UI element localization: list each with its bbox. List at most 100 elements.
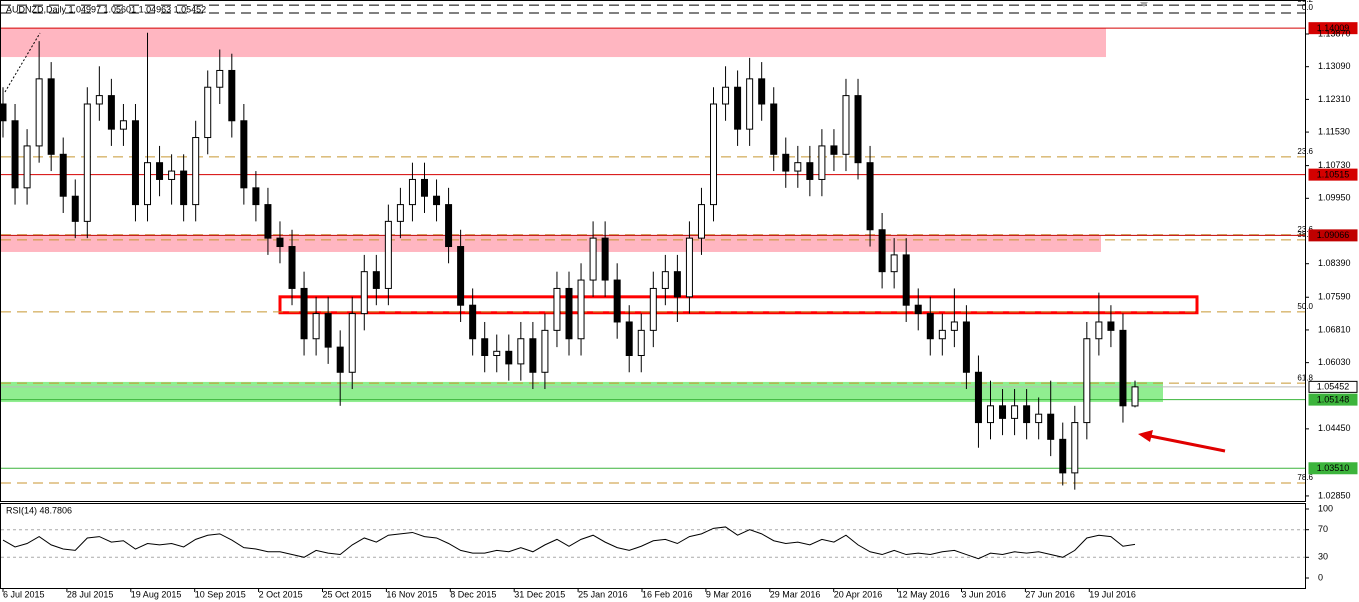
candle-body	[517, 338, 525, 365]
y-tick-label: 1.06810	[1318, 324, 1351, 334]
shift-marker	[1140, 2, 1148, 7]
candle-body	[746, 78, 754, 130]
fib-label: 0.0	[1302, 3, 1314, 12]
candle-body	[565, 287, 573, 340]
x-tick-label: 20 Apr 2016	[834, 589, 883, 599]
candle-body	[445, 204, 453, 248]
candle-body	[11, 120, 19, 189]
rsi-tick-label: 30	[1318, 552, 1328, 562]
candle-body	[192, 137, 200, 206]
candle-body	[842, 95, 850, 155]
fib-label: 23.6	[1297, 147, 1313, 156]
candle-body	[35, 78, 43, 147]
candle-body	[553, 287, 561, 331]
price-box	[1308, 22, 1358, 35]
candle-body	[59, 153, 67, 197]
candle-body	[156, 162, 164, 180]
candle-body	[204, 86, 212, 139]
candle-body	[216, 69, 224, 88]
candle-body	[625, 321, 633, 357]
candle-body	[637, 329, 645, 357]
candle-body	[1059, 438, 1067, 474]
arrow-shaft	[1149, 434, 1226, 453]
zone	[1, 28, 1106, 58]
y-tick-label: 1.13870	[1318, 28, 1351, 38]
candle-body	[240, 120, 248, 189]
x-tick-label: 8 Dec 2015	[450, 589, 496, 599]
x-tick-label: 3 Jun 2016	[962, 589, 1007, 599]
candle-body	[806, 162, 814, 180]
x-tick-label: 25 Jan 2016	[578, 589, 628, 599]
candle-body	[505, 350, 513, 365]
candle-body	[457, 246, 465, 306]
candle-body	[601, 237, 609, 281]
candle-body	[384, 220, 392, 289]
candle-body	[1011, 405, 1019, 419]
candle-body	[999, 405, 1007, 419]
candle-body	[974, 371, 982, 424]
candle-body	[1095, 321, 1103, 340]
price-box-label: 1.03510	[1317, 463, 1350, 473]
candle-body	[890, 254, 898, 273]
price-box	[1308, 168, 1358, 181]
candle-body	[661, 271, 669, 289]
candle-body	[685, 237, 693, 298]
candle-body	[0, 103, 7, 122]
candle-body	[83, 103, 91, 222]
x-tick-label: 19 Jul 2016	[1089, 589, 1136, 599]
candle-body	[1131, 386, 1139, 407]
y-tick-label: 1.08390	[1318, 258, 1351, 268]
candle-body	[986, 405, 994, 424]
candle-body	[276, 237, 284, 248]
candle-body	[300, 287, 308, 340]
candle-body	[673, 271, 681, 298]
candle-body	[794, 162, 802, 172]
candle-body	[168, 170, 176, 180]
candle-body	[866, 162, 874, 231]
zone	[278, 295, 1199, 315]
candle-body	[962, 321, 970, 373]
candle-body	[830, 145, 838, 155]
candle-body	[408, 178, 416, 206]
rsi-tick-label: 0	[1318, 572, 1323, 582]
candle-body	[23, 145, 31, 189]
x-tick-label: 10 Sep 2015	[195, 589, 246, 599]
x-tick-label: 27 Jun 2016	[1025, 589, 1075, 599]
candle-body	[722, 86, 730, 105]
rsi-tick-label: 100	[1318, 503, 1333, 513]
candle-body	[252, 187, 260, 206]
candle-body	[481, 338, 489, 357]
candle-body	[336, 346, 344, 373]
candle-body	[950, 321, 958, 331]
y-tick-label: 1.12310	[1318, 94, 1351, 104]
candle-body	[758, 78, 766, 105]
y-tick-label: 1.11530	[1318, 126, 1350, 136]
candle-body	[770, 103, 778, 155]
candle-body	[1035, 413, 1043, 424]
candle-body	[1083, 338, 1091, 424]
candle-body	[396, 204, 404, 222]
y-tick-label: 1.13090	[1318, 61, 1351, 71]
y-tick-label: 1.09950	[1318, 193, 1351, 203]
candle-body	[1047, 413, 1055, 440]
candle-body	[878, 229, 886, 273]
price-box-label: 1.14009	[1317, 23, 1350, 33]
zone	[1, 236, 1101, 252]
candle-body	[324, 313, 332, 348]
price-box	[1308, 380, 1358, 393]
candle-body	[541, 329, 549, 373]
fib-label: 38.2	[1297, 0, 1313, 4]
x-tick-label: 25 Oct 2015	[323, 589, 372, 599]
price-box-label: 1.05452	[1317, 382, 1350, 392]
candle-body	[529, 338, 537, 373]
candle-body	[264, 204, 272, 239]
main-frame	[0, 0, 1306, 502]
y-tick-label: 1.06030	[1318, 357, 1351, 367]
fib-label: 50.0	[1297, 302, 1313, 311]
candle-body	[433, 195, 441, 206]
x-tick-label: 6 Jul 2015	[3, 589, 45, 599]
candle-body	[902, 254, 910, 306]
candle-body	[938, 329, 946, 340]
candle-body	[782, 153, 790, 172]
